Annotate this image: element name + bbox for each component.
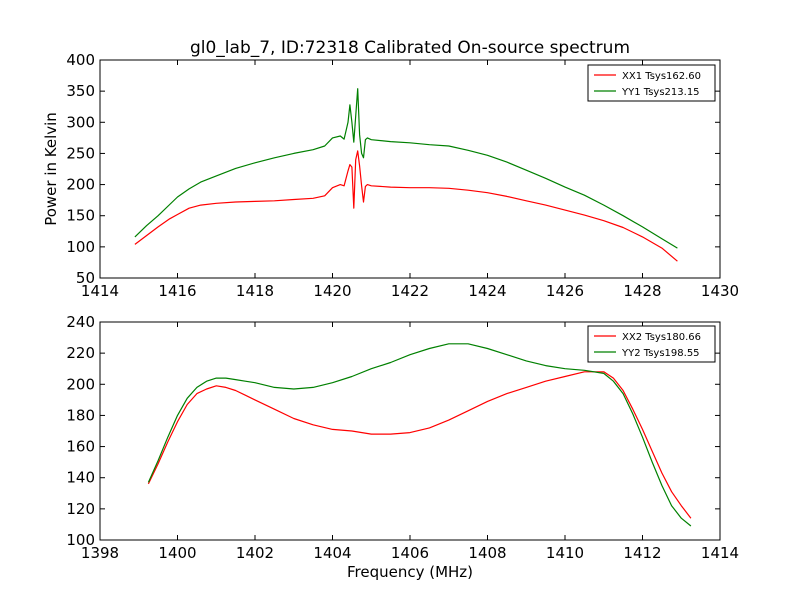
x-tick-label: 1424 <box>468 282 506 300</box>
x-tick-label: 1412 <box>623 544 661 562</box>
y-tick-label: 50 <box>76 269 95 287</box>
y-tick-label: 140 <box>66 469 95 487</box>
legend-label: XX2 Tsys180.66 <box>622 332 701 343</box>
legend-box <box>587 64 716 102</box>
x-axis-label: Frequency (MHz) <box>347 563 473 581</box>
series-line-yy2 <box>147 343 692 527</box>
y-tick-label: 400 <box>66 51 95 69</box>
y-tick-label: 240 <box>66 313 95 331</box>
legend-label: YY1 Tsys213.15 <box>621 87 700 98</box>
y-tick-label: 220 <box>66 344 95 362</box>
legend-box <box>587 325 716 363</box>
figure-title: gl0_lab_7, ID:72318 Calibrated On-source… <box>190 38 630 58</box>
x-tick-label: 1426 <box>546 282 584 300</box>
x-tick-label: 1402 <box>236 544 274 562</box>
legend: XX2 Tsys180.66 YY2 Tsys198.55 <box>587 325 716 363</box>
x-tick-label: 1406 <box>391 544 429 562</box>
y-tick-label: 200 <box>66 375 95 393</box>
x-tick-label: 1410 <box>546 544 584 562</box>
x-tick-label: 1408 <box>468 544 506 562</box>
x-tick-label: 1400 <box>158 544 196 562</box>
series-line-xx2 <box>147 371 692 519</box>
legend-label: XX1 Tsys162.60 <box>622 71 701 82</box>
x-tick-label: 1428 <box>623 282 661 300</box>
y-tick-label: 120 <box>66 500 95 518</box>
x-tick-label: 1420 <box>313 282 351 300</box>
y-tick-label: 160 <box>66 438 95 456</box>
chart-panel-2: 1398 1400 1402 1404 1406 1408 1410 1412 1414 100 1… <box>66 313 739 581</box>
x-tick-label: 1398 <box>81 544 119 562</box>
y-tick-label: 300 <box>66 113 95 131</box>
y-tick-label: 200 <box>66 176 95 194</box>
legend: XX1 Tsys162.60 YY1 Tsys213.15 <box>587 64 716 102</box>
y-tick-label: 100 <box>66 238 95 256</box>
x-tick-label: 1422 <box>391 282 429 300</box>
x-tick-label: 1416 <box>158 282 196 300</box>
x-tick-label: 1414 <box>701 544 739 562</box>
x-tick-label: 1404 <box>313 544 351 562</box>
x-tick-label: 1430 <box>701 282 739 300</box>
y-tick-label: 350 <box>66 82 95 100</box>
x-tick-label: 1414 <box>81 282 119 300</box>
x-tick-label: 1418 <box>236 282 274 300</box>
y-tick-label: 150 <box>66 207 95 225</box>
series-line-xx1 <box>134 150 678 262</box>
y-axis-label: Power in Kelvin <box>42 112 60 226</box>
legend-label: YY2 Tsys198.55 <box>621 348 700 359</box>
plot-panels: 1414 1416 1418 1420 1422 1424 1426 1428 1430 50 10… <box>42 51 739 581</box>
chart-panel-1: 1414 1416 1418 1420 1422 1424 1426 1428 1430 50 10… <box>42 51 739 300</box>
y-tick-label: 180 <box>66 406 95 424</box>
series-line-yy1 <box>134 88 678 249</box>
y-tick-label: 100 <box>66 531 95 549</box>
y-tick-label: 250 <box>66 144 95 162</box>
